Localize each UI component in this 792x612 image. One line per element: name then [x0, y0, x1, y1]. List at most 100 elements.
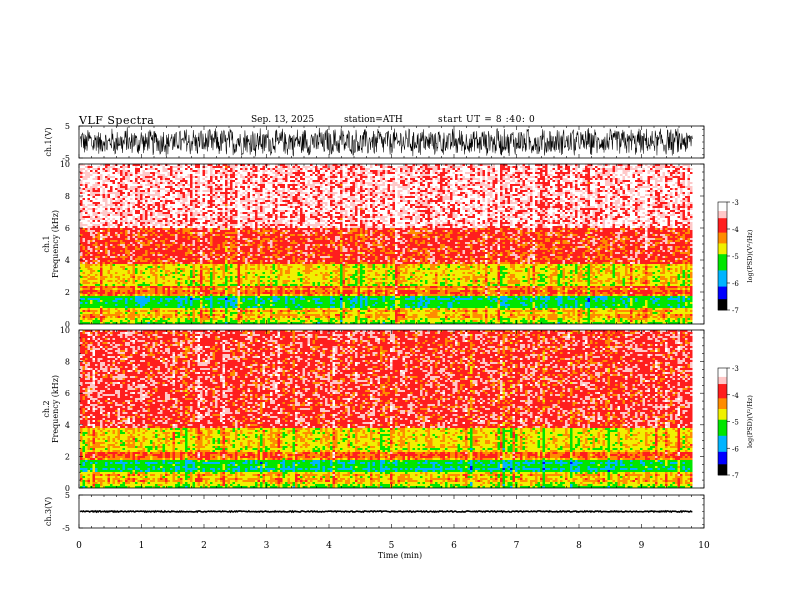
ch1-spec-cell — [217, 320, 223, 322]
ch1-spec-cell — [412, 302, 415, 304]
ch1-spec-cell — [600, 252, 610, 254]
ch1-spec-cells — [80, 164, 693, 324]
ch1-spec-cell — [167, 300, 170, 302]
ch1-spec-cell — [575, 314, 578, 316]
ch1-spec-cell — [602, 266, 608, 268]
ch1-spec-cell — [530, 284, 533, 286]
ch1-spec-cell — [685, 256, 688, 258]
ch1-spec-cell — [430, 266, 435, 268]
ch1-spec-cell — [585, 252, 590, 254]
ch1-spec-cell — [500, 298, 513, 300]
ch1-spec-cell — [290, 308, 303, 310]
ch1-spec-cell — [367, 266, 373, 268]
ch1-spec-cell — [460, 314, 463, 316]
ch1-spec-cell — [327, 290, 338, 292]
ch1-spec-cell — [287, 306, 295, 308]
ch1-spec-cell — [180, 318, 185, 320]
ch1-spec-cell — [597, 286, 600, 288]
ch1-spec-cell — [170, 292, 173, 294]
ch1-spec-cell — [400, 256, 403, 258]
ch1-spec-cell — [365, 272, 375, 274]
ch1-spec-cell — [492, 320, 498, 322]
ch1-spec-cell — [280, 262, 288, 264]
ch1-spec-cell — [212, 264, 218, 266]
ch1-spec-cell — [640, 282, 643, 284]
ch1-spec-cell — [162, 298, 165, 300]
ch1-spec-cell — [297, 260, 305, 262]
ch1-spec-cell — [127, 300, 135, 302]
ch1-spec-cell — [145, 268, 148, 270]
ch1-spec-cell — [277, 320, 288, 322]
ch1-spec-cell — [485, 286, 488, 288]
ch1-spec-cell — [665, 288, 678, 290]
ch1-spec-cell — [377, 258, 385, 260]
ch1-spec-cell — [315, 294, 318, 296]
ch1-spec-cell — [527, 278, 530, 280]
ch1-spec-cell — [225, 280, 228, 282]
ch1-spec-cell — [260, 316, 263, 318]
ch1-spec-cell — [682, 306, 685, 308]
ch1-spec-cell — [480, 318, 483, 320]
ch1-spec-cell — [165, 310, 168, 312]
ch1-spec-cell — [520, 294, 530, 296]
ch1-spec-cell — [262, 300, 265, 302]
ch1-spec-cell — [435, 258, 450, 260]
ch1-spec-cell — [420, 254, 423, 256]
ch1-spec-cell — [535, 268, 540, 270]
ch1-spec-cell — [280, 252, 288, 254]
ch1-spec-cell — [670, 268, 673, 270]
ch1-spec-cell — [352, 254, 363, 256]
ch1-spec-cell — [135, 282, 143, 284]
ch1-spec-cell — [127, 292, 135, 294]
ch1-spec-cell — [392, 308, 395, 310]
ch1-spec-cell — [627, 292, 630, 294]
ch1-spec-cell — [582, 318, 590, 320]
ch1-spec-cell — [672, 310, 685, 312]
ch1-spec-cell — [245, 272, 248, 274]
ch1-spec-cell — [645, 258, 648, 260]
ch1-spec-cell — [672, 296, 678, 298]
ch1-spec-cell — [175, 262, 180, 264]
ch1-spec-cell — [247, 310, 250, 312]
ch1-spec-cell — [210, 278, 213, 280]
ch1-spec-cell — [442, 320, 445, 322]
ch1-spec-cell — [377, 272, 385, 274]
ch1-spec-cell — [95, 264, 98, 266]
ch1-spec-cell — [100, 320, 103, 322]
ch1-spec-cell — [430, 300, 453, 302]
ch1-spec-cell — [80, 318, 83, 320]
ch1-spec-cell — [667, 314, 670, 316]
ch1-spec-cell — [375, 278, 378, 280]
ch1-spec-cell — [120, 292, 123, 294]
ch1-spec-cell — [272, 268, 275, 270]
ch1-spec-cell — [485, 270, 488, 272]
ch1-spec-cell — [345, 306, 350, 308]
ch1-spec-cell — [82, 272, 85, 274]
ch1-spec-cell — [292, 266, 305, 268]
ch1-spec-cell — [232, 276, 235, 278]
ch1-spec-cell — [615, 274, 620, 276]
ch1-spec-cell — [432, 262, 435, 264]
ch1-spec-cell — [282, 310, 288, 312]
ch1-spec-cell — [80, 292, 83, 294]
ch1-spec-cell — [632, 276, 635, 278]
ch1-spec-cell — [220, 276, 223, 278]
ch1-spec-cell — [190, 302, 193, 304]
ch1-spec-cell — [652, 276, 655, 278]
ch1-spec-cell — [160, 252, 185, 254]
ch1-spec-cell — [617, 312, 630, 314]
ch1-spec-cell — [590, 274, 593, 276]
ch1-spec-cell — [397, 316, 403, 318]
ch1-spec-cell — [657, 312, 660, 314]
ch1-spec-cell — [487, 254, 490, 256]
ch1-spec-cell — [477, 272, 480, 274]
ch1-spec-cell — [245, 318, 248, 320]
ch1-spec-cell — [540, 296, 543, 298]
ch1-spec-cell — [205, 292, 210, 294]
ch1-spec-cell — [165, 274, 168, 276]
ch1-spec-cell — [187, 276, 190, 278]
ch1-spec-cell — [447, 294, 450, 296]
ch1-spec-cell — [297, 316, 300, 318]
ch1-spec-cell — [537, 322, 540, 324]
ch1-spec-cell — [427, 320, 443, 322]
